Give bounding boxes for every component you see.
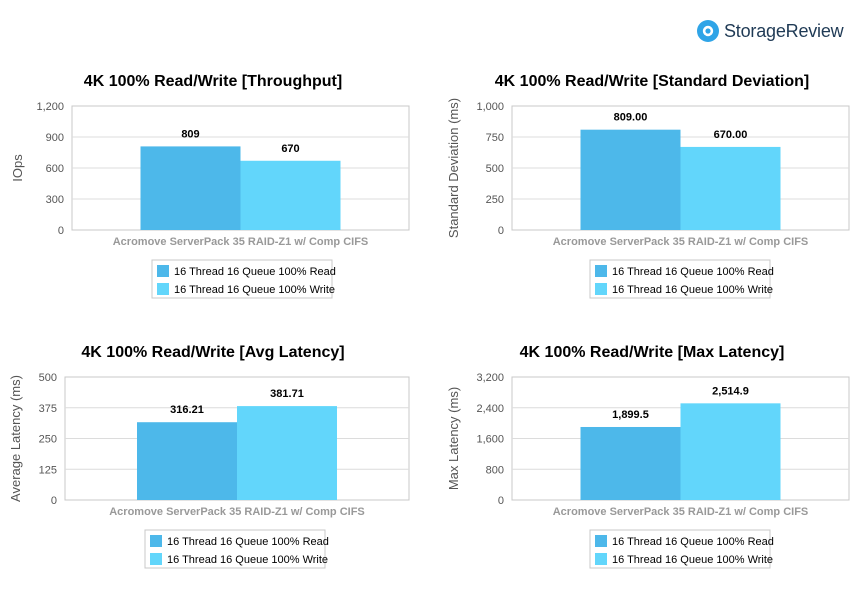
x-category-label: Acromove ServerPack 35 RAID-Z1 w/ Comp C… [553,236,809,248]
y-tick-label: 600 [46,163,64,175]
legend-label: 16 Thread 16 Queue 100% Read [167,536,329,548]
bar-read [140,146,241,230]
legend-label: 16 Thread 16 Queue 100% Read [174,266,336,278]
y-tick-label: 500 [39,372,57,384]
legend-label: 16 Thread 16 Queue 100% Read [612,266,774,278]
y-tick-label: 900 [46,132,64,144]
y-tick-label: 3,200 [476,372,504,384]
data-label: 2,514.9 [712,385,749,397]
legend-label: 16 Thread 16 Queue 100% Write [612,284,773,296]
y-axis-label: Max Latency (ms) [446,387,461,490]
data-label: 809 [181,128,199,140]
y-tick-label: 1,200 [36,101,64,113]
bar-read [137,422,237,500]
bar-write [680,146,781,230]
legend [589,529,771,569]
y-axis-label: IOps [10,154,25,182]
bar-read [580,426,681,500]
y-tick-label: 750 [486,132,504,144]
data-label: 670.00 [714,129,748,141]
y-tick-label: 250 [486,194,504,206]
y-tick-label: 2,400 [476,403,504,415]
y-tick-label: 0 [498,495,504,507]
data-label: 809.00 [614,112,648,124]
legend-label: 16 Thread 16 Queue 100% Write [612,554,773,566]
legend-swatch-write [595,283,607,295]
y-tick-label: 375 [39,403,57,415]
legend-swatch-write [150,553,162,565]
data-label: 670 [281,143,299,155]
chart-title: 4K 100% Read/Write [Standard Deviation] [495,73,809,90]
y-tick-label: 1,000 [476,101,504,113]
y-axis-label: Average Latency (ms) [8,375,23,502]
legend-swatch-read [595,265,607,277]
y-tick-label: 0 [498,225,504,237]
chart-title: 4K 100% Read/Write [Max Latency] [520,344,785,361]
y-tick-label: 250 [39,434,57,446]
y-tick-label: 0 [58,225,64,237]
legend-swatch-read [595,535,607,547]
legend-swatch-read [157,265,169,277]
y-tick-label: 1,600 [476,434,504,446]
legend [144,529,326,569]
bar-write [680,403,781,500]
legend-swatch-read [150,535,162,547]
y-tick-label: 0 [51,495,57,507]
legend-swatch-write [595,553,607,565]
brand-name: StorageReview [724,20,844,41]
y-tick-label: 800 [486,464,504,476]
legend-label: 16 Thread 16 Queue 100% Read [612,536,774,548]
bar-read [580,129,681,230]
bar-write [240,160,341,230]
data-label: 381.71 [270,388,304,400]
legend [151,259,333,299]
y-axis-label: Standard Deviation (ms) [446,98,461,238]
chart-title: 4K 100% Read/Write [Throughput] [84,73,342,90]
x-category-label: Acromove ServerPack 35 RAID-Z1 w/ Comp C… [113,236,369,248]
legend-label: 16 Thread 16 Queue 100% Write [174,284,335,296]
legend-label: 16 Thread 16 Queue 100% Write [167,554,328,566]
legend [589,259,771,299]
chart-title: 4K 100% Read/Write [Avg Latency] [81,344,344,361]
storagereview-logo-icon [697,20,719,42]
y-tick-label: 500 [486,163,504,175]
brand-logo: StorageReview [697,19,844,43]
x-category-label: Acromove ServerPack 35 RAID-Z1 w/ Comp C… [553,506,809,518]
y-tick-label: 300 [46,194,64,206]
x-category-label: Acromove ServerPack 35 RAID-Z1 w/ Comp C… [109,506,365,518]
data-label: 316.21 [170,404,204,416]
bar-write [237,406,337,500]
data-label: 1,899.5 [612,409,649,421]
y-tick-label: 125 [39,464,57,476]
legend-swatch-write [157,283,169,295]
